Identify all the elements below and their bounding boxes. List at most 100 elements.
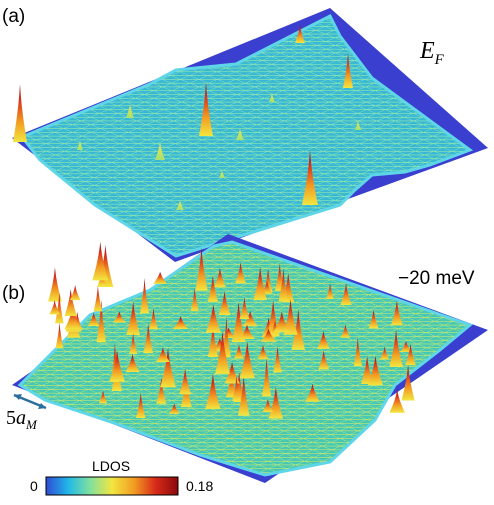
peak-b — [205, 304, 221, 333]
peak-b — [215, 331, 231, 374]
peak-b — [48, 267, 62, 302]
peak-b — [49, 300, 60, 315]
panel-a-surface — [12, 8, 488, 262]
peak-b — [126, 301, 141, 336]
peak-b — [207, 275, 219, 302]
peak-b — [291, 309, 305, 350]
peak-b — [92, 241, 109, 281]
peak-b — [238, 375, 250, 416]
peak-b — [318, 350, 330, 370]
peak-b — [135, 392, 146, 418]
peak-b — [389, 389, 405, 413]
peak-b — [55, 322, 64, 349]
peak-b — [261, 280, 273, 294]
peak-a — [343, 53, 353, 88]
panel-b-surface — [12, 234, 488, 483]
peak-b — [260, 328, 277, 342]
peak-b — [195, 247, 208, 291]
peak-b — [405, 343, 416, 366]
peak-a — [77, 140, 83, 150]
peak-b — [234, 344, 244, 359]
peak-a — [355, 120, 361, 130]
peak-b — [213, 267, 226, 288]
peak-b — [232, 375, 241, 401]
peak-a — [13, 84, 27, 142]
peak-a — [302, 150, 318, 205]
peak-b — [156, 377, 167, 404]
peak-b — [129, 333, 138, 354]
peak-b — [390, 300, 403, 326]
peak-b — [205, 373, 221, 410]
peak-b — [88, 312, 100, 326]
peak-a — [219, 170, 225, 178]
peak-b — [160, 348, 176, 388]
colorbar-max-label: 0.18 — [186, 478, 214, 494]
peak-b — [257, 345, 269, 360]
peak-b — [340, 324, 351, 338]
peak-b — [224, 361, 240, 384]
peak-a — [295, 25, 305, 43]
colorbar — [45, 476, 179, 496]
fermi-energy-label: EF — [420, 38, 444, 69]
peak-b — [379, 346, 390, 360]
peak-b — [235, 262, 247, 284]
peak-b — [368, 309, 379, 329]
peak-b — [55, 292, 64, 324]
peak-b — [153, 271, 168, 284]
peak-a — [176, 200, 184, 210]
peak-b — [326, 283, 335, 300]
peak-b — [148, 308, 159, 330]
scale-bar-subscript: M — [26, 417, 37, 432]
peak-b — [353, 337, 362, 366]
scale-bar-arrow — [13, 393, 47, 410]
peak-a — [126, 104, 134, 118]
colorbar-title: LDOS — [92, 458, 131, 474]
fermi-energy-symbol: E — [420, 38, 435, 64]
peak-b — [389, 329, 403, 367]
scale-bar-symbol: a — [16, 407, 26, 429]
peak-b — [225, 372, 238, 398]
peak-b — [316, 331, 330, 349]
peak-b — [401, 365, 415, 401]
peak-b — [400, 340, 412, 353]
peak-b — [109, 351, 126, 382]
peak-b — [239, 297, 250, 320]
peak-b — [156, 347, 170, 362]
peak-b — [96, 299, 107, 343]
peak-b — [262, 357, 272, 397]
peak-a — [269, 93, 275, 102]
peak-b — [218, 291, 231, 316]
panel-b-peaks — [48, 241, 416, 419]
colorbar-min-label: 0 — [30, 478, 38, 494]
panel-a-label: (a) — [2, 6, 26, 27]
peak-a — [199, 82, 213, 136]
peak-b — [239, 341, 255, 379]
peak-b — [112, 311, 126, 323]
peak-b — [140, 277, 150, 314]
peak-b — [143, 323, 154, 354]
peak-b — [98, 390, 108, 404]
peak-b — [64, 307, 81, 330]
peak-b — [253, 266, 267, 301]
peak-b — [361, 356, 374, 385]
peak-b — [93, 286, 103, 312]
fermi-energy-subscript: F — [434, 51, 444, 68]
peak-b — [273, 345, 282, 373]
energy-minus20-label: −20 meV — [398, 268, 475, 289]
peak-b — [64, 289, 77, 316]
peak-b — [274, 311, 290, 332]
peak-b — [283, 299, 298, 335]
peak-b — [231, 302, 246, 343]
scale-bar-coef: 5 — [6, 407, 16, 429]
colorbar-gradient — [45, 476, 179, 496]
peak-b — [278, 268, 289, 302]
peak-b — [305, 383, 320, 402]
peak-b — [69, 285, 81, 301]
panel-a-peaks — [13, 25, 361, 210]
peak-a — [155, 142, 165, 160]
peak-b — [367, 355, 384, 386]
peak-b — [172, 316, 189, 330]
peak-b — [207, 324, 219, 358]
